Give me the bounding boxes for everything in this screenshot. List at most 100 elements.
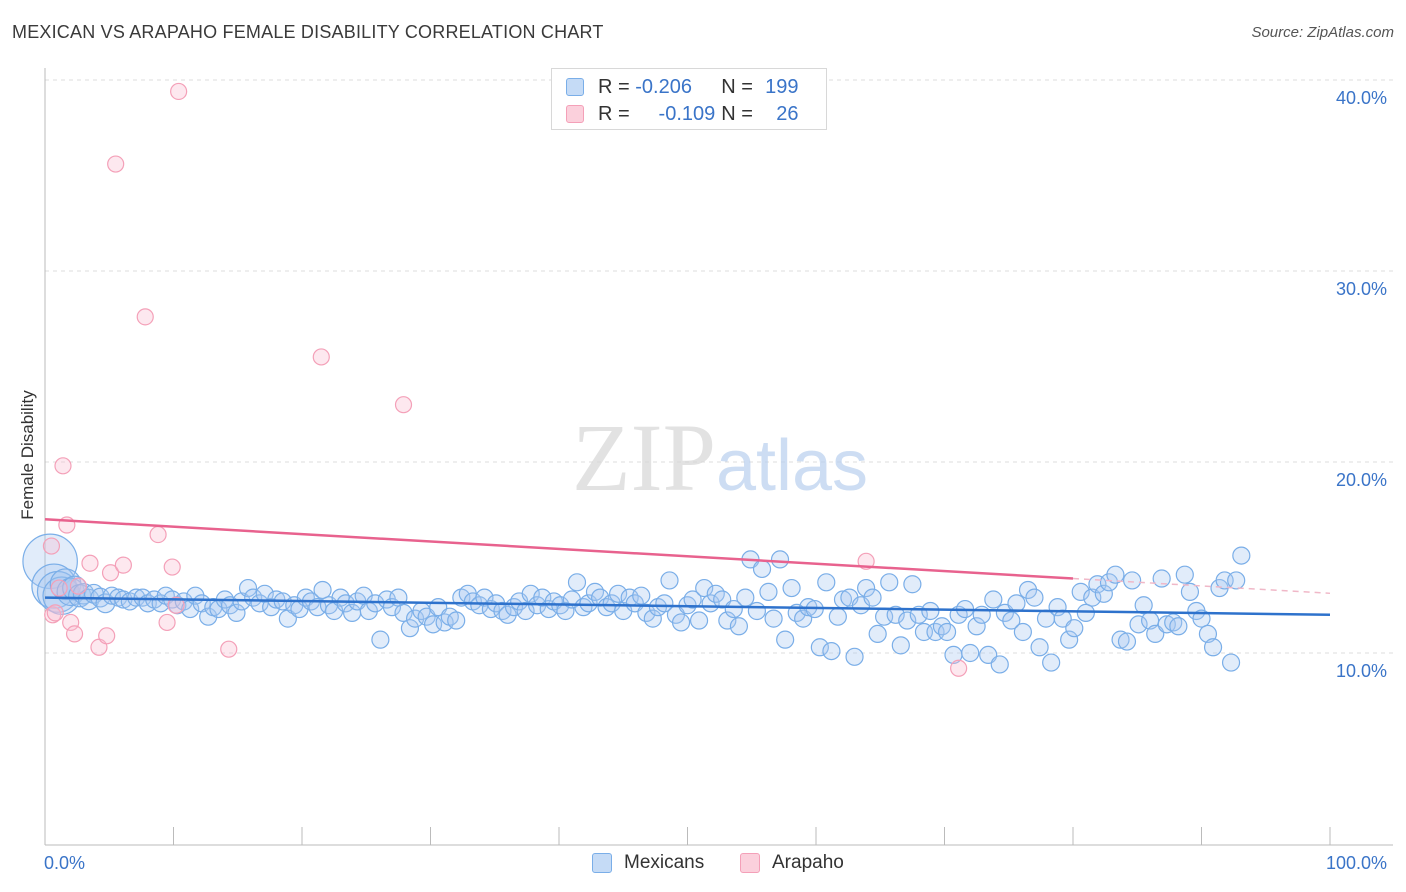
mexicans-point <box>405 609 425 628</box>
y-axis-label: Female Disability <box>18 390 37 520</box>
arapaho-point <box>158 613 176 632</box>
mexicans-point <box>776 630 795 649</box>
mexicans-point <box>932 617 952 636</box>
mexicans-point <box>1134 596 1153 615</box>
arapaho-point <box>950 659 968 677</box>
mexicans-point <box>371 630 390 649</box>
mexicans-point <box>1013 622 1032 642</box>
arapaho-trend-extension <box>1072 577 1331 595</box>
arapaho-point <box>312 348 330 366</box>
y-tick-label: 10.0% <box>1336 661 1388 681</box>
mexicans-point <box>967 617 986 636</box>
x-tick-label-max: 100.0% <box>1326 853 1388 873</box>
swatch-arapaho <box>566 105 584 123</box>
stats-legend: R = -0.206 N = 199 R = -0.109 N = 26 <box>551 68 827 130</box>
mexicans-point <box>1076 603 1095 622</box>
mexicans-point <box>1227 571 1246 590</box>
mexicans-trend-line <box>44 596 1331 617</box>
watermark-zip: ZIP <box>572 404 716 511</box>
mexicans-point <box>822 641 841 661</box>
arapaho-point <box>170 82 188 101</box>
mexicans-point <box>435 613 454 632</box>
mexicans-point <box>336 594 355 613</box>
mexicans-point <box>1018 580 1038 600</box>
mexicans-point <box>984 590 1003 609</box>
mexicans-point <box>199 607 218 626</box>
mexicans-point <box>556 601 575 621</box>
watermark: ZIPatlas <box>572 404 868 511</box>
mexicans-point <box>1123 571 1142 590</box>
mexicans-point <box>764 609 783 628</box>
mexicans-point <box>632 586 651 605</box>
mexicans-point <box>770 550 790 569</box>
mexicans-point <box>817 573 836 592</box>
stats-row-arapaho: R = -0.109 N = 26 <box>566 101 799 127</box>
mexicans-point <box>857 578 876 598</box>
mexicans-point <box>810 638 829 657</box>
mexicans-point <box>828 607 847 626</box>
mexicans-point <box>1111 630 1130 649</box>
mexicans-point <box>660 571 679 590</box>
arapaho-trend-line <box>44 518 1074 580</box>
arapaho-point <box>44 606 62 624</box>
mexicans-point <box>782 578 801 598</box>
arapaho-point <box>163 558 181 576</box>
n-label: N = <box>721 75 753 98</box>
mexicans-point <box>863 588 882 607</box>
arapaho-point <box>394 396 413 414</box>
arapaho-point <box>107 155 125 173</box>
mexicans-point <box>1099 573 1119 592</box>
chart-source: Source: ZipAtlas.com <box>1251 24 1394 41</box>
mexicans-point <box>1042 653 1061 672</box>
arapaho-point <box>98 627 116 645</box>
mexicans-point <box>313 580 332 600</box>
chart-title: MEXICAN VS ARAPAHO FEMALE DISABILITY COR… <box>12 22 604 42</box>
legend-item-arapaho[interactable]: Arapaho <box>740 852 844 874</box>
mexicans-point <box>567 573 587 592</box>
mexicans-point <box>238 578 258 598</box>
mexicans-point <box>1083 588 1102 607</box>
arapaho-point <box>42 537 61 555</box>
mexicans-point <box>1129 615 1148 634</box>
mexicans-point <box>1152 569 1171 588</box>
mexicans-point <box>961 643 980 663</box>
arapaho-point <box>50 579 68 597</box>
arapaho-point <box>136 308 154 326</box>
legend-swatch-arapaho <box>740 853 760 873</box>
mexicans-point <box>747 601 766 621</box>
swatch-mexicans <box>566 78 584 96</box>
mexicans-point <box>937 622 957 642</box>
mexicans-point <box>671 613 691 632</box>
n-label: N = <box>721 102 753 125</box>
mexicans-point <box>1088 575 1107 594</box>
arapaho-point <box>149 525 167 544</box>
mexicans-point <box>533 588 552 607</box>
mexicans-point <box>1221 653 1241 672</box>
mexicans-point <box>921 601 940 621</box>
legend-item-mexicans[interactable]: Mexicans <box>592 852 704 874</box>
n-value: 199 <box>765 75 799 98</box>
y-tick-label: 30.0% <box>1336 279 1388 299</box>
arapaho-point <box>101 564 120 582</box>
mexicans-point <box>521 584 540 603</box>
mexicans-point <box>683 590 702 609</box>
y-tick-label: 40.0% <box>1336 88 1388 108</box>
arapaho-point <box>81 554 99 572</box>
mexicans-point <box>22 533 78 590</box>
mexicans-point <box>718 611 737 630</box>
mexicans-point <box>609 584 628 603</box>
legend-label-arapaho: Arapaho <box>772 852 844 873</box>
n-value: 26 <box>776 102 799 125</box>
mexicans-point <box>1157 615 1176 634</box>
mexicans-point <box>724 599 743 619</box>
mexicans-point <box>886 605 905 624</box>
mexicans-point <box>1169 617 1188 636</box>
mexicans-point <box>891 636 910 655</box>
mexicans-point <box>1071 582 1090 601</box>
r-value: -0.206 <box>635 75 692 98</box>
arapaho-point <box>46 604 64 622</box>
mexicans-point <box>174 592 193 611</box>
series-legend: Mexicans Arapaho <box>0 852 1406 878</box>
arapaho-point <box>220 640 238 658</box>
